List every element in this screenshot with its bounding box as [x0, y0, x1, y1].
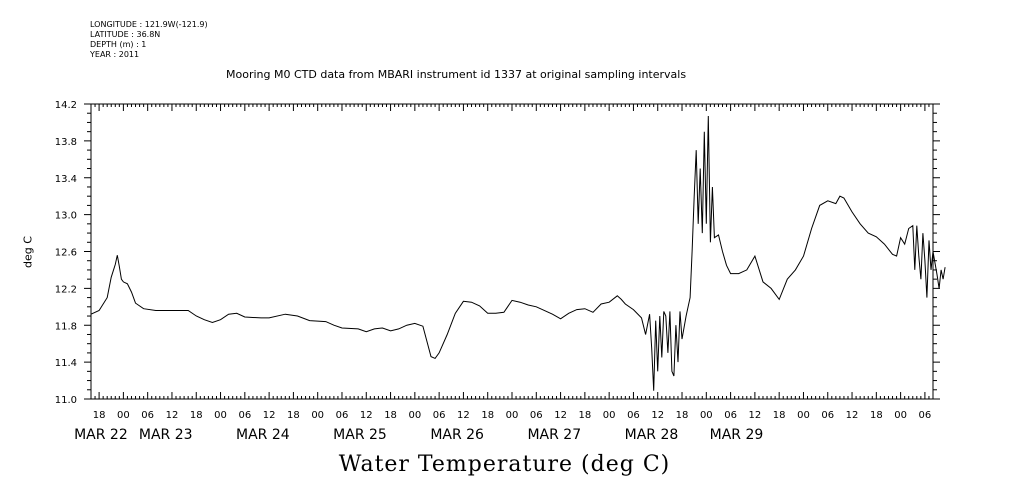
- x-tick-label: 12: [457, 410, 470, 421]
- axis-ticks: [84, 103, 940, 400]
- x-tick-label: 18: [190, 410, 203, 421]
- chart-title: Mooring M0 CTD data from MBARI instrumen…: [226, 68, 687, 81]
- x-day-label: MAR 25: [333, 427, 387, 443]
- x-tick-label: 06: [141, 410, 154, 421]
- y-tick-label: 12.6: [55, 248, 77, 259]
- x-tick-label: 18: [287, 410, 300, 421]
- y-tick-label: 11.0: [55, 395, 77, 406]
- x-tick-label: 06: [433, 410, 446, 421]
- metadata-block: LONGITUDE : 121.9W(-121.9) LATITUDE : 36…: [90, 20, 208, 60]
- x-tick-label: 06: [724, 410, 737, 421]
- x-day-label: MAR 23: [139, 427, 193, 443]
- metadata-latitude: LATITUDE : 36.8N: [90, 30, 161, 39]
- x-tick-label: 12: [749, 410, 762, 421]
- x-tick-label: 06: [530, 410, 543, 421]
- x-tick-label: 18: [93, 410, 106, 421]
- x-tick-label: 18: [676, 410, 689, 421]
- x-day-label: MAR 29: [710, 427, 764, 443]
- x-tick-label: 18: [870, 410, 883, 421]
- x-tick-label: 00: [311, 410, 324, 421]
- x-tick-label: 18: [384, 410, 397, 421]
- x-tick-label: 06: [627, 410, 640, 421]
- y-tick-label: 13.4: [55, 174, 77, 185]
- y-tick-label: 13.8: [55, 137, 77, 148]
- x-tick-label: 12: [846, 410, 859, 421]
- x-tick-label: 18: [578, 410, 591, 421]
- x-tick-label: 18: [481, 410, 494, 421]
- x-tick-label: 18: [773, 410, 786, 421]
- x-axis-label: Water Temperature (deg C): [338, 452, 671, 477]
- x-tick-label: 12: [554, 410, 567, 421]
- plot-frame: [90, 103, 934, 400]
- metadata-year: YEAR : 2011: [90, 50, 140, 59]
- series-line-water-temperature: [90, 115, 946, 391]
- x-tick-label: 06: [238, 410, 251, 421]
- x-day-label: MAR 24: [236, 427, 290, 443]
- x-tick-label: 00: [408, 410, 421, 421]
- metadata-longitude: LONGITUDE : 121.9W(-121.9): [90, 20, 208, 29]
- x-tick-label: 00: [214, 410, 227, 421]
- x-day-label: MAR 28: [625, 427, 679, 443]
- x-tick-label: 12: [651, 410, 664, 421]
- axis-tick-labels: 11.0 11.4 11.8 12.2 12.6 13.0 13.4 13.8 14.2 18 00…: [55, 100, 932, 443]
- x-tick-label: 06: [919, 410, 932, 421]
- x-tick-label: 00: [603, 410, 616, 421]
- x-tick-label: 06: [336, 410, 349, 421]
- x-day-label: MAR 27: [527, 427, 581, 443]
- y-tick-label: 12.2: [55, 284, 77, 295]
- y-tick-label: 11.4: [55, 358, 77, 369]
- x-tick-label: 00: [700, 410, 713, 421]
- y-tick-label: 13.0: [55, 211, 77, 222]
- y-tick-label: 11.8: [55, 321, 77, 332]
- metadata-depth: DEPTH (m) : 1: [90, 40, 147, 49]
- x-tick-label: 06: [821, 410, 834, 421]
- x-tick-label: 12: [166, 410, 179, 421]
- y-tick-label: 14.2: [55, 100, 77, 111]
- x-tick-label: 00: [797, 410, 810, 421]
- x-tick-label: 12: [263, 410, 276, 421]
- x-tick-label: 00: [117, 410, 130, 421]
- x-tick-label: 12: [360, 410, 373, 421]
- x-tick-label: 00: [506, 410, 519, 421]
- x-day-label: MAR 22: [74, 427, 128, 443]
- x-tick-label: 00: [894, 410, 907, 421]
- series-group: [90, 115, 946, 391]
- x-day-label: MAR 26: [430, 427, 484, 443]
